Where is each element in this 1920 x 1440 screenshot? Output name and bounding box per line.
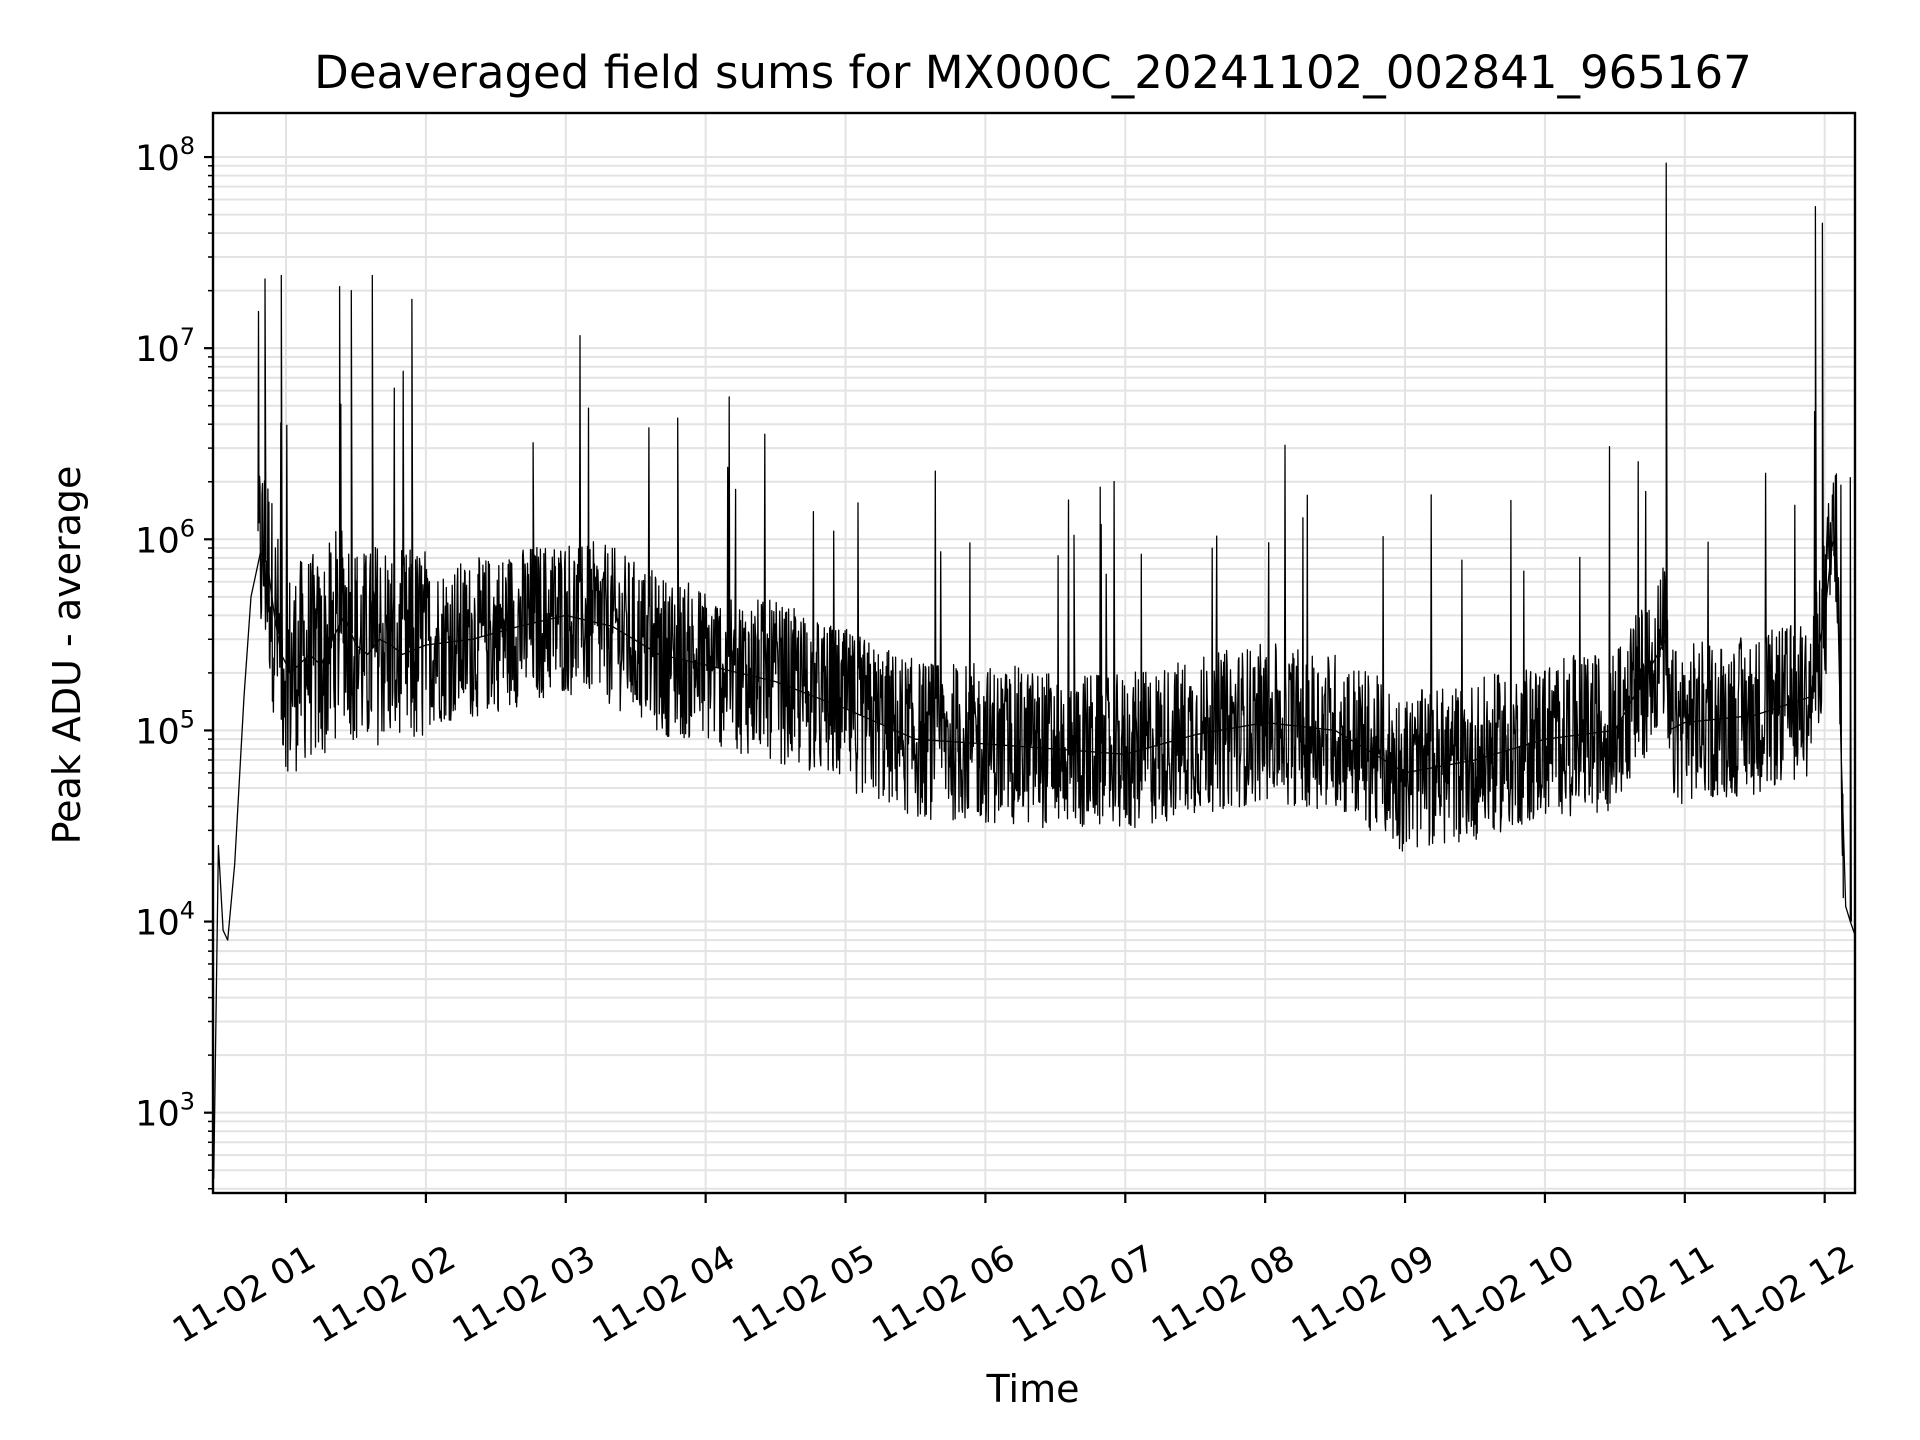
y-tick-label: 108 (135, 132, 195, 179)
y-tick-label: 104 (135, 897, 195, 944)
y-tick-label: 106 (135, 514, 195, 561)
y-axis-label: Peak ADU - average (45, 466, 89, 845)
y-tick-label: 105 (135, 705, 195, 752)
x-axis-label: Time (986, 1367, 1080, 1411)
series-layer (213, 162, 1856, 1180)
series-noise (257, 162, 1852, 922)
grid (213, 113, 1855, 1193)
y-tick-label: 103 (135, 1088, 195, 1135)
chart-title: Deaveraged field sums for MX000C_2024110… (314, 46, 1752, 99)
plot-frame (211, 111, 1857, 1195)
y-tick-label: 107 (135, 323, 195, 370)
